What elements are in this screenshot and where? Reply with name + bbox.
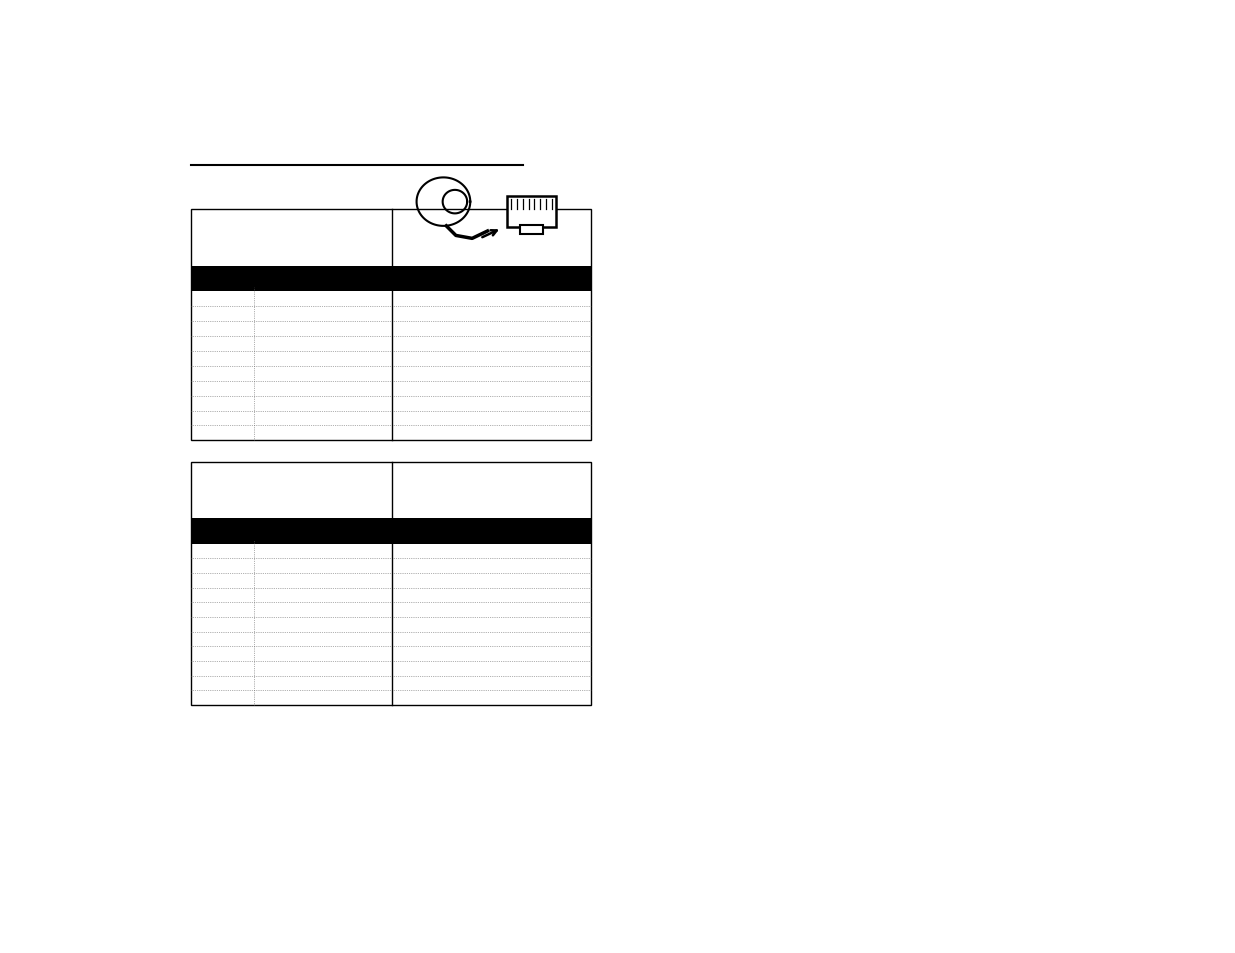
- Bar: [190, 518, 391, 544]
- Bar: [506, 196, 556, 228]
- Bar: [190, 210, 590, 441]
- Bar: [190, 267, 391, 292]
- Bar: [190, 463, 590, 705]
- Bar: [391, 267, 590, 292]
- Bar: [520, 226, 542, 234]
- Bar: [391, 518, 590, 544]
